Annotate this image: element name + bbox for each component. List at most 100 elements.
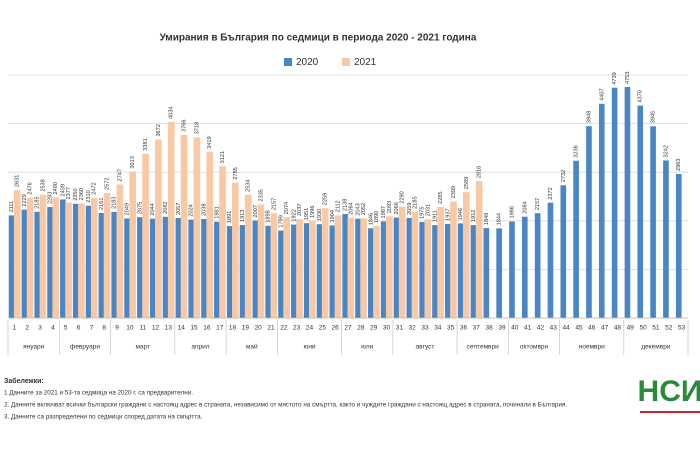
data-label: 2066	[394, 202, 400, 214]
data-label: 1911	[432, 210, 438, 222]
data-label: 1799	[279, 215, 285, 227]
data-label: 2111	[9, 201, 15, 213]
x-tick-label: 12	[152, 325, 160, 332]
bar	[226, 226, 233, 318]
bar	[483, 228, 490, 318]
bar	[475, 181, 483, 318]
bar	[175, 218, 182, 318]
bar	[85, 205, 92, 318]
x-tick-label: 7	[90, 325, 94, 332]
data-label: 2075	[137, 202, 143, 214]
data-label: 2074	[284, 202, 290, 214]
data-label: 2259	[323, 193, 329, 205]
bar	[257, 204, 265, 318]
bar	[39, 194, 47, 318]
data-label: 1846	[368, 213, 374, 225]
x-tick-label: 4	[51, 325, 55, 332]
bar	[521, 216, 528, 318]
bar	[155, 139, 162, 318]
data-label: 1937	[445, 208, 451, 220]
x-tick-label: 8	[102, 325, 106, 332]
data-label: 1951	[304, 208, 310, 220]
data-label: 2052	[361, 203, 367, 215]
data-label: 2472	[92, 182, 98, 194]
data-label: 1891	[227, 211, 233, 223]
x-tick-label: 14	[178, 325, 186, 332]
data-label: 2360	[79, 188, 85, 200]
data-label: 2290	[400, 191, 406, 203]
bar	[180, 134, 188, 318]
bar	[432, 225, 438, 318]
x-tick-label: 31	[396, 325, 404, 332]
bar	[675, 173, 682, 318]
bar	[637, 105, 644, 318]
data-label: 3236	[574, 145, 580, 157]
data-label: 2024	[189, 204, 195, 216]
data-label: 2112	[335, 200, 341, 212]
x-tick-label: 32	[409, 325, 417, 332]
data-label: 2183	[112, 196, 118, 208]
bar	[47, 207, 53, 318]
bar	[111, 211, 118, 318]
bar	[611, 87, 618, 318]
bar	[232, 182, 239, 318]
data-label: 4753	[625, 72, 631, 84]
bar	[65, 202, 72, 318]
note: 3. Данните са разпределени по седмици сп…	[4, 414, 203, 421]
bar	[201, 218, 207, 318]
data-label: 4407	[599, 88, 605, 100]
data-label: 2310	[86, 190, 92, 202]
bar	[373, 226, 380, 318]
bar	[142, 153, 149, 318]
bar	[8, 215, 15, 318]
bar	[393, 217, 400, 318]
data-label: 2082	[163, 201, 169, 213]
bar	[21, 209, 28, 318]
data-label: 1844	[497, 213, 503, 225]
bar	[624, 87, 631, 318]
x-tick-label: 46	[588, 325, 596, 332]
x-tick-label: 5	[64, 325, 68, 332]
data-label: 2138	[343, 199, 349, 211]
x-tick-label: 35	[447, 325, 455, 332]
month-label: май	[246, 343, 258, 351]
bar	[206, 151, 214, 318]
x-tick-label: 17	[216, 325, 224, 332]
bar	[129, 171, 137, 318]
bar	[360, 218, 367, 318]
month-label: октомври	[520, 344, 549, 351]
data-label: 3013	[130, 156, 136, 168]
x-tick-label: 41	[524, 325, 532, 332]
x-tick-label: 30	[383, 325, 391, 332]
data-label: 3948	[586, 111, 592, 123]
data-label: 2157	[535, 198, 541, 210]
data-label: 2007	[253, 205, 259, 217]
x-tick-label: 6	[77, 325, 81, 332]
bar	[347, 217, 355, 318]
x-tick-label: 52	[665, 325, 673, 332]
bar	[116, 184, 124, 318]
bar	[90, 197, 98, 318]
x-tick-label: 26	[332, 325, 340, 332]
data-label: 1922	[291, 209, 297, 221]
data-label: 2185	[412, 196, 418, 208]
data-label: 2043	[355, 203, 361, 215]
x-tick-label: 40	[511, 325, 519, 332]
bar	[457, 223, 464, 318]
data-label: 1849	[484, 213, 490, 225]
bar	[573, 160, 579, 318]
bar	[309, 220, 316, 318]
legend-swatch	[284, 58, 292, 66]
bar	[496, 228, 502, 318]
bar	[419, 222, 425, 318]
data-label: 2049	[125, 203, 131, 215]
bar	[244, 194, 252, 318]
data-label: 2732	[561, 170, 567, 182]
x-tick-label: 53	[678, 325, 686, 332]
data-label: 4034	[169, 106, 175, 118]
bar	[13, 190, 21, 318]
x-tick-label: 20	[255, 325, 263, 332]
data-label: 2589	[464, 177, 470, 189]
data-label: 2283	[48, 192, 54, 204]
